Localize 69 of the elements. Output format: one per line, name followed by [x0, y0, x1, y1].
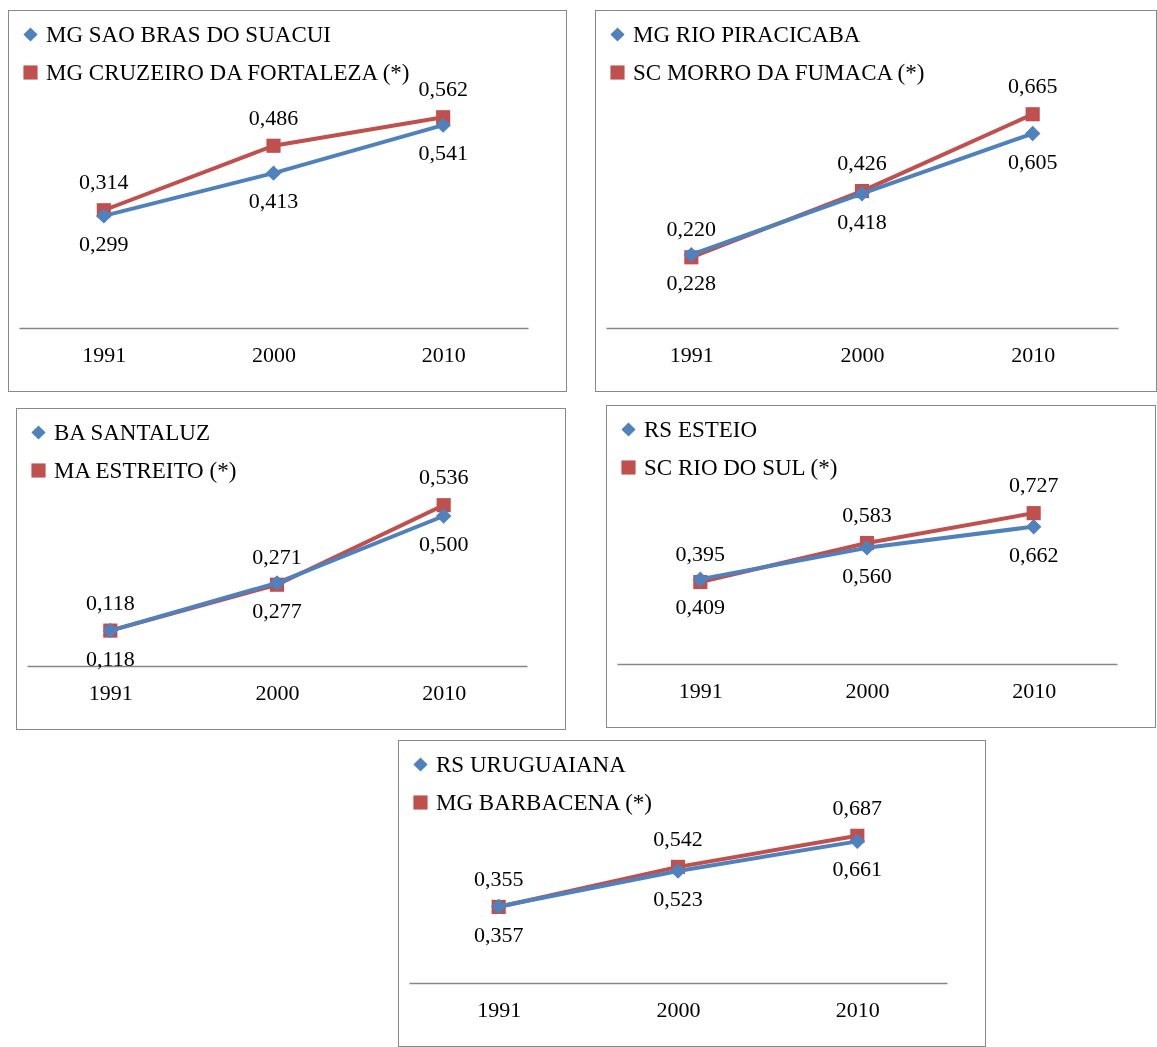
data-label: 0,220 [666, 216, 717, 242]
point [849, 833, 866, 850]
data-label: 0,536 [418, 464, 469, 490]
data-label: 0,661 [832, 856, 883, 882]
x-tick-label: 2000 [845, 677, 890, 703]
x-tick-label: 2010 [835, 996, 880, 1022]
legend-label: RS URUGUAIANA [436, 751, 627, 777]
point [435, 117, 451, 133]
data-label: 0,687 [832, 794, 883, 820]
legend-label: MG RIO PIRACICABA [633, 21, 861, 47]
legend-label: MG SAO BRAS DO SUACUI [46, 21, 331, 47]
x-tick-label: 1991 [88, 679, 133, 705]
data-label: 0,542 [653, 825, 703, 851]
point [265, 165, 282, 181]
data-label: 0,727 [1008, 472, 1059, 498]
point [859, 540, 875, 556]
legend-label: SC MORRO DA FUMACA (*) [633, 59, 925, 85]
x-tick-label: 1991 [669, 341, 714, 367]
data-label: 0,228 [666, 269, 717, 295]
data-label: 0,665 [1007, 73, 1058, 99]
x-tick-label: 2000 [252, 341, 296, 367]
point [436, 498, 451, 513]
point [96, 208, 112, 224]
x-tick-label: 1991 [477, 996, 522, 1022]
point [1025, 518, 1042, 535]
data-label: 0,605 [1007, 148, 1058, 174]
point [1024, 125, 1041, 142]
data-label: 0,409 [675, 594, 726, 620]
data-label: 0,486 [248, 104, 299, 130]
data-label: 0,662 [1008, 541, 1059, 567]
data-label: 0,500 [418, 531, 469, 556]
data-label: 0,418 [837, 208, 887, 234]
legend-label: MG CRUZEIRO DA FORTALEZA (*) [46, 59, 410, 85]
data-label: 0,541 [418, 140, 468, 166]
data-label: 0,562 [418, 76, 468, 102]
point [266, 138, 281, 153]
x-tick-label: 2010 [422, 679, 467, 705]
x-tick-label: 1991 [82, 341, 127, 367]
x-tick-label: 2010 [421, 341, 466, 367]
x-tick-label: 2000 [840, 341, 885, 367]
data-label: 0,560 [842, 562, 892, 588]
x-tick-label: 2000 [255, 679, 300, 705]
data-label: 0,277 [252, 597, 302, 623]
point [683, 246, 700, 263]
data-label: 0,395 [675, 541, 726, 567]
data-label: 0,314 [79, 169, 129, 195]
point [1026, 506, 1041, 521]
data-label: 0,271 [252, 543, 302, 569]
data-label: 0,523 [653, 885, 703, 911]
legend-label: SC RIO DO SUL (*) [644, 454, 838, 480]
data-label: 0,299 [79, 230, 129, 256]
data-label: 0,583 [842, 502, 892, 528]
data-label: 0,118 [85, 589, 135, 615]
data-label: 0,426 [837, 150, 887, 176]
x-tick-label: 2010 [1011, 341, 1056, 367]
x-tick-label: 2000 [656, 996, 701, 1022]
data-label: 0,118 [85, 645, 135, 671]
x-tick-label: 2010 [1012, 677, 1057, 703]
legend-label: BA SANTALUZ [54, 419, 210, 445]
legend-label: MG BARBACENA (*) [436, 789, 652, 815]
point [670, 863, 686, 879]
x-tick-label: 1991 [678, 677, 723, 703]
data-label: 0,355 [473, 865, 524, 891]
legend-label: MA ESTREITO (*) [54, 457, 237, 483]
point [435, 508, 452, 524]
data-label: 0,413 [248, 188, 299, 214]
point [1025, 107, 1040, 122]
legend-label: RS ESTEIO [644, 416, 758, 442]
data-label: 0,357 [473, 921, 524, 947]
